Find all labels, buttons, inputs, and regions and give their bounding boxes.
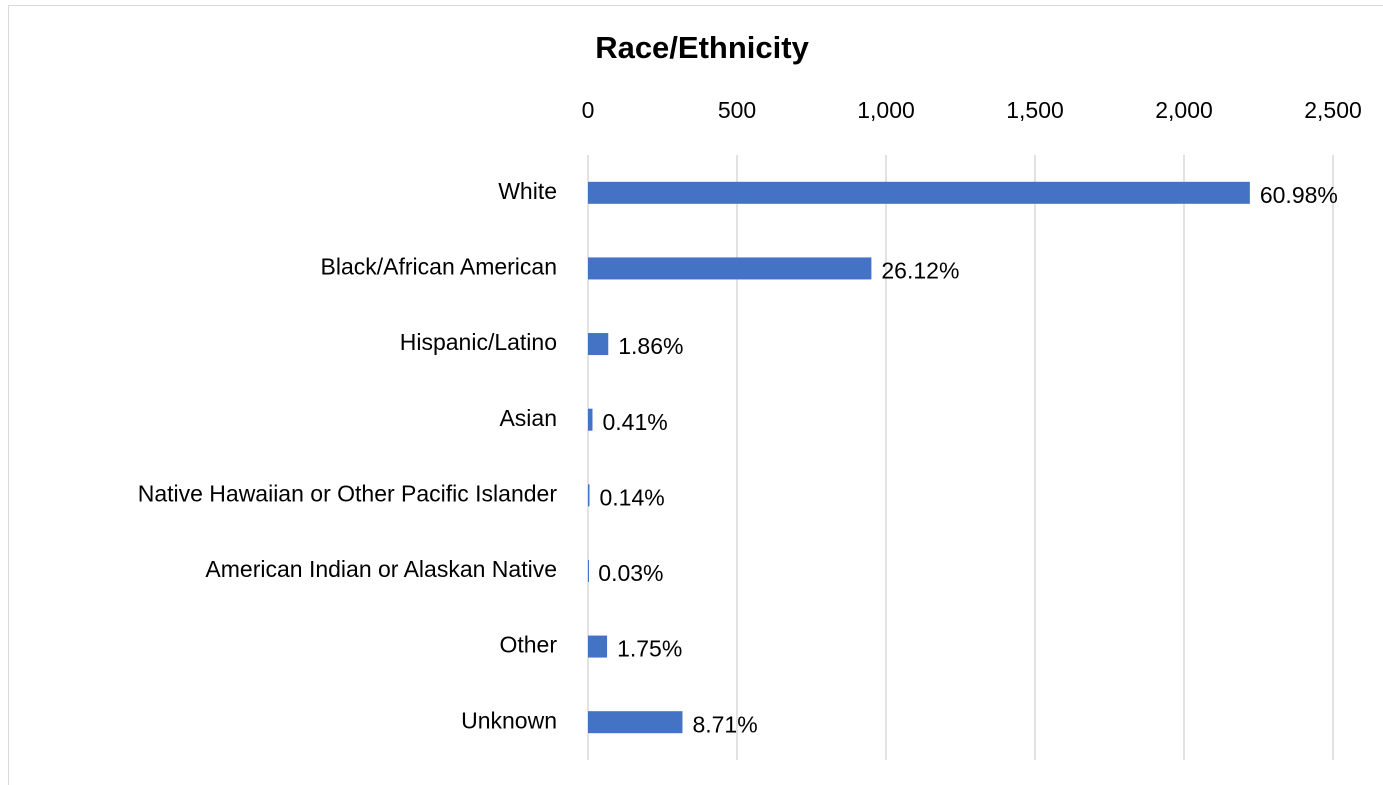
data-label: 0.14% — [599, 484, 664, 510]
x-tick-label: 0 — [582, 97, 595, 123]
bar — [588, 257, 872, 280]
y-tick-label: Other — [499, 632, 557, 658]
y-tick-label: American Indian or Alaskan Native — [205, 556, 557, 582]
x-tick-label: 2,000 — [1155, 97, 1213, 123]
y-tick-label: Unknown — [461, 707, 557, 733]
data-label: 0.03% — [598, 560, 663, 586]
x-tick-label: 2,500 — [1304, 97, 1362, 123]
chart-frame — [8, 5, 1383, 785]
bar — [588, 333, 609, 356]
bar — [588, 484, 590, 507]
data-label: 60.98% — [1260, 182, 1338, 208]
y-tick-label: White — [498, 178, 557, 204]
bar — [588, 635, 608, 658]
x-tick-label: 1,000 — [857, 97, 915, 123]
x-tick-label: 500 — [718, 97, 756, 123]
y-tick-label: Black/African American — [321, 254, 557, 280]
data-label: 26.12% — [881, 258, 959, 284]
data-label: 8.71% — [692, 711, 757, 737]
data-label: 0.41% — [602, 409, 667, 435]
data-label: 1.75% — [617, 636, 682, 662]
bar — [588, 559, 589, 582]
x-tick-label: 1,500 — [1006, 97, 1064, 123]
bar — [588, 181, 1250, 204]
chart-title: Race/Ethnicity — [595, 30, 809, 65]
y-tick-label: Asian — [499, 405, 557, 431]
y-tick-label: Native Hawaiian or Other Pacific Islande… — [138, 480, 558, 506]
bar — [588, 711, 683, 734]
data-label: 1.86% — [618, 333, 683, 359]
y-tick-label: Hispanic/Latino — [400, 329, 557, 355]
bar — [588, 408, 593, 431]
